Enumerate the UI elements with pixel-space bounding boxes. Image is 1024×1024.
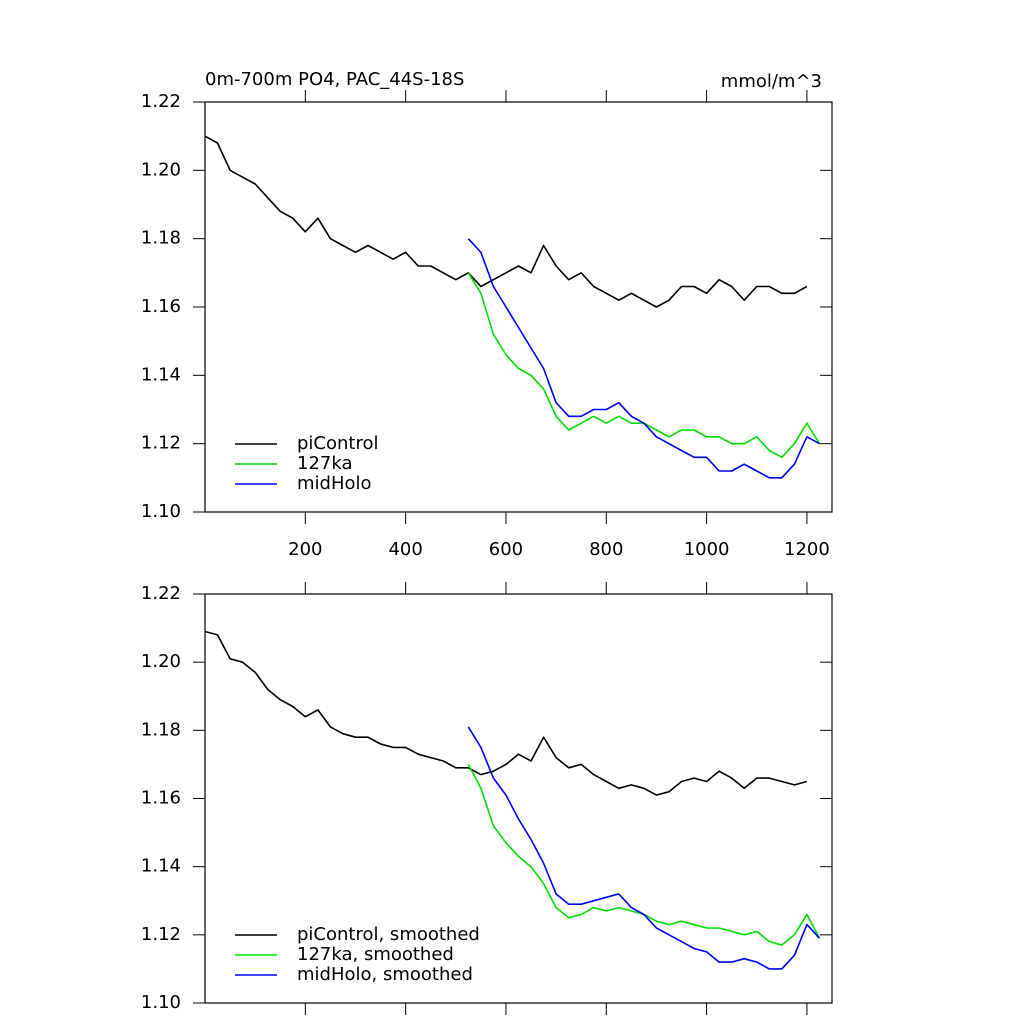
y-tick-label: 1.18 [141,228,181,249]
x-tick-label: 1200 [784,539,830,560]
y-tick-label: 1.16 [141,788,181,809]
y-tick-label: 1.22 [141,91,181,112]
y-tick-label: 1.20 [141,159,181,180]
units-label: mmol/m^3 [721,71,822,92]
series-line [467,726,821,970]
legend-label: piControl, smoothed [297,924,480,945]
series-line [467,238,820,479]
legend-label: 127ka [297,453,353,474]
y-tick-label: 1.10 [141,992,181,1013]
y-tick-label: 1.22 [141,583,181,604]
series-line [467,764,821,946]
x-tick-label: 600 [489,539,523,560]
y-tick-label: 1.12 [141,924,181,945]
y-tick-label: 1.18 [141,719,181,740]
x-tick-label: 400 [388,539,422,560]
x-tick-label: 200 [288,539,322,560]
legend-label: midHolo, smoothed [297,964,473,985]
plot-frame [204,101,833,513]
chart-title: 0m-700m PO4, PAC_44S-18S [205,69,464,90]
plot-frame [204,593,833,1004]
x-tick-label: 1000 [684,539,730,560]
y-tick-label: 1.16 [141,296,181,317]
y-tick-label: 1.10 [141,501,181,522]
series-line [204,135,808,308]
legend-label: piControl [297,433,379,454]
legend-label: midHolo [297,473,372,494]
series-line [204,630,808,796]
y-tick-label: 1.14 [141,364,181,385]
y-tick-label: 1.20 [141,651,181,672]
x-tick-label: 800 [589,539,623,560]
y-tick-label: 1.14 [141,856,181,877]
legend-label: 127ka, smoothed [297,944,454,965]
y-tick-label: 1.12 [141,433,181,454]
